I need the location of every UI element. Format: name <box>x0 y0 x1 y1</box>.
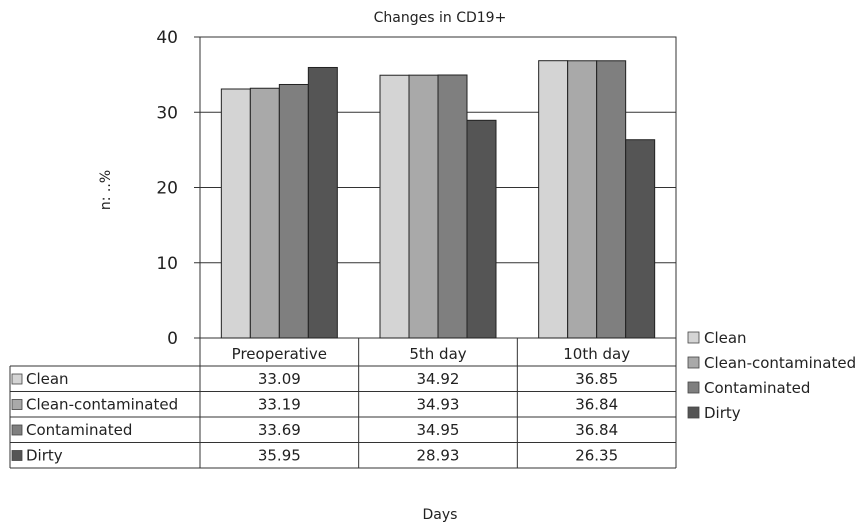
legend-label: Dirty <box>704 404 741 422</box>
table-value: 33.19 <box>258 396 301 414</box>
bar-3-3 <box>596 60 627 339</box>
bar-1-2 <box>379 74 410 339</box>
legend-label: Clean <box>704 329 747 347</box>
table-series-label: Dirty <box>26 447 63 465</box>
y-tick-label: 0 <box>167 329 178 349</box>
table-legend-swatch <box>11 399 23 410</box>
legend: Clean Clean-contaminated Contaminated Dirty <box>687 329 855 422</box>
table-legend-swatch <box>11 450 23 461</box>
legend-swatch <box>687 406 700 419</box>
table-value: 33.09 <box>258 370 301 388</box>
bar-3-2 <box>437 74 468 339</box>
table-value: 33.69 <box>258 421 301 439</box>
y-tick-label: 30 <box>156 103 178 123</box>
x-tick-label: Preoperative <box>232 345 327 363</box>
bar-1-1 <box>220 88 251 339</box>
table-value: 35.95 <box>258 447 301 465</box>
table-series-label: Clean <box>26 370 69 388</box>
table-value: 36.85 <box>575 370 618 388</box>
table-value: 26.35 <box>575 447 618 465</box>
legend-label: Contaminated <box>704 379 810 397</box>
legend-label: Clean-contaminated <box>704 354 855 372</box>
bar-4-3 <box>625 139 656 339</box>
bar-2-1 <box>249 87 280 339</box>
legend-swatch <box>687 381 700 394</box>
bar-4-1 <box>307 66 338 339</box>
table-value: 36.84 <box>575 396 618 414</box>
y-tick-label: 10 <box>156 254 178 274</box>
x-tick-label: 5th day <box>409 345 466 363</box>
y-tick-label: 20 <box>156 179 178 199</box>
bar-2-3 <box>567 60 598 339</box>
table-legend-swatch <box>11 373 23 385</box>
table-series-label: Clean-contaminated <box>26 396 178 414</box>
table-legend-swatch <box>11 424 23 436</box>
x-axis-label: Days <box>423 507 458 523</box>
bar-2-2 <box>408 74 439 339</box>
bar-1-3 <box>538 60 569 339</box>
table-value: 34.95 <box>417 421 460 439</box>
legend-swatch <box>687 331 700 344</box>
data-table: Preoperative 5th day 10th day Clean 33.09 34.… <box>9 338 677 469</box>
table-value: 34.93 <box>417 396 460 414</box>
table-series-label: Contaminated <box>26 421 132 439</box>
table-value: 36.84 <box>575 421 618 439</box>
chart-title: Changes in CD19+ <box>374 10 507 26</box>
y-axis-label: n: ..% <box>98 170 114 210</box>
legend-swatch <box>687 356 700 369</box>
y-axis: 0 10 20 30 40 <box>156 28 200 349</box>
table-value: 28.93 <box>417 447 460 465</box>
bar-3-1 <box>278 83 309 339</box>
y-tick-label: 40 <box>156 28 178 48</box>
x-tick-label: 10th day <box>563 345 630 363</box>
table-value: 34.92 <box>417 370 460 388</box>
bars <box>220 60 656 339</box>
bar-4-2 <box>466 119 497 339</box>
